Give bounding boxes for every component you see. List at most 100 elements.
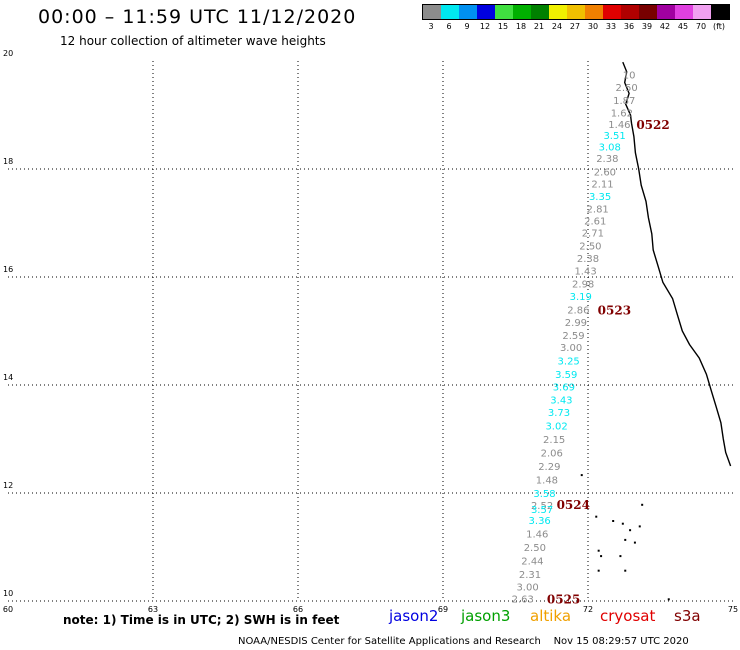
footer-credit: NOAA/NESDIS Center for Satellite Applica… xyxy=(238,636,689,647)
legend-label: 24 xyxy=(551,22,563,31)
legend-swatch xyxy=(531,5,549,19)
legend-label: 45 xyxy=(677,22,689,31)
legend-swatch xyxy=(513,5,531,19)
legend-label: 6 xyxy=(446,22,452,31)
wave-height-value: 3.25 xyxy=(558,357,580,368)
wave-height-value: 1.62 xyxy=(611,108,633,119)
x-tick-label: 60 xyxy=(3,605,13,614)
legend-labels: 3 6 9 12 15 18 21 24 27 30 33 36 39 42 45 70 (ft) xyxy=(422,22,730,31)
legend-label: 39 xyxy=(641,22,653,31)
y-tick-label: 20 xyxy=(3,49,13,58)
wave-height-value: 2.81 xyxy=(587,204,609,215)
wave-height-value: 2.15 xyxy=(543,435,565,446)
wave-height-value: 2.86 xyxy=(567,305,589,316)
wave-height-value: 10 xyxy=(623,71,636,82)
wave-height-value: 2.59 xyxy=(562,331,584,342)
wave-height-value: 1.48 xyxy=(536,476,558,487)
legend-swatch xyxy=(423,5,441,19)
wave-height-value: 2.29 xyxy=(538,462,560,473)
satellite-s3a: s3a xyxy=(674,607,701,625)
wave-height-value: 2.31 xyxy=(519,570,541,581)
wave-height-value: 1.46 xyxy=(608,120,630,131)
legend-label: 70 xyxy=(695,22,707,31)
legend-swatch xyxy=(657,5,675,19)
pass-time-label: 0522 xyxy=(636,118,669,132)
wave-height-value: 3.73 xyxy=(548,408,570,419)
legend-swatch xyxy=(693,5,711,19)
map-title: 00:00 – 11:59 UTC 11/12/2020 xyxy=(38,6,357,28)
wave-height-value: 3.02 xyxy=(545,422,567,433)
legend-label: 42 xyxy=(659,22,671,31)
satellite-jason3: jason3 xyxy=(461,607,511,625)
legend-swatch xyxy=(459,5,477,19)
legend-label: 36 xyxy=(623,22,635,31)
wave-height-value: 2.50 xyxy=(524,543,546,554)
wave-height-value: 1.46 xyxy=(526,530,548,541)
legend-label: 12 xyxy=(479,22,491,31)
island-mark xyxy=(621,522,624,525)
legend-swatch xyxy=(675,5,693,19)
wave-height-points: 102.501.871.621.463.513.082.382.602.113.… xyxy=(512,71,638,606)
color-legend: 3 6 9 12 15 18 21 24 27 30 33 36 39 42 45 70 (ft) xyxy=(422,4,730,31)
island-mark xyxy=(595,515,598,518)
island-mark xyxy=(597,549,600,552)
footer-timestamp: Nov 15 08:29:57 UTC 2020 xyxy=(553,636,689,647)
wave-height-value: 2.50 xyxy=(616,83,638,94)
island-mark xyxy=(633,541,636,544)
y-tick-label: 12 xyxy=(3,481,13,490)
island-mark xyxy=(641,503,644,506)
wave-height-value: 2.63 xyxy=(512,594,534,605)
island-mark xyxy=(624,538,627,541)
island-mark xyxy=(638,525,641,528)
wave-height-value: 2.38 xyxy=(577,254,599,265)
legend-swatch xyxy=(639,5,657,19)
x-tick-label: 69 xyxy=(438,605,448,614)
island-mark xyxy=(619,555,622,558)
legend-swatch xyxy=(549,5,567,19)
wave-height-value: 2.52 xyxy=(531,501,553,512)
legend-swatch xyxy=(621,5,639,19)
legend-swatch xyxy=(441,5,459,19)
pass-time-label: 0525 xyxy=(547,592,580,606)
satellite-altika: altika xyxy=(530,607,572,625)
wave-height-value: 2.99 xyxy=(565,318,587,329)
wave-height-value: 2.71 xyxy=(582,229,604,240)
legend-label: 27 xyxy=(569,22,581,31)
wave-height-value: 3.35 xyxy=(589,192,611,203)
wave-height-value: 2.38 xyxy=(596,154,618,165)
pass-labels: 0522 0523 0524 0525 xyxy=(547,118,670,606)
pass-time-label: 0524 xyxy=(557,498,590,512)
y-tick-label: 16 xyxy=(3,265,13,274)
island-mark xyxy=(600,555,603,558)
wave-height-value: 3.43 xyxy=(550,396,572,407)
wave-height-value: 2.50 xyxy=(579,242,601,253)
wave-height-value: 2.60 xyxy=(594,168,616,179)
x-tick-label: 63 xyxy=(148,605,158,614)
y-tick-label: 14 xyxy=(3,373,13,382)
wave-height-value: 2.06 xyxy=(541,449,563,460)
legend-label: 18 xyxy=(515,22,527,31)
x-tick-label: 66 xyxy=(293,605,303,614)
satellite-jason2: jason2 xyxy=(389,607,439,625)
coastline xyxy=(580,61,732,601)
axis-ticks: 60 63 66 69 72 75 10 12 14 16 18 20 xyxy=(3,49,738,614)
legend-label: 9 xyxy=(464,22,470,31)
wave-height-value: 3.51 xyxy=(603,131,625,142)
legend-swatches xyxy=(422,4,730,20)
legend-swatch xyxy=(711,5,729,19)
legend-label: 33 xyxy=(605,22,617,31)
map-subtitle: 12 hour collection of altimeter wave hei… xyxy=(60,34,326,48)
legend-swatch xyxy=(567,5,585,19)
satellite-cryosat: cryosat xyxy=(600,607,656,625)
wave-height-value: 3.59 xyxy=(555,370,577,381)
island-mark xyxy=(580,474,583,477)
wave-height-value: 3.36 xyxy=(529,516,551,527)
island-mark xyxy=(629,529,632,532)
wave-height-value: 3.58 xyxy=(533,489,555,500)
legend-swatch xyxy=(585,5,603,19)
wave-height-value: 2.98 xyxy=(572,279,594,290)
legend-label: 3 xyxy=(428,22,434,31)
note-text: note: 1) Time is in UTC; 2) SWH is in fe… xyxy=(63,613,340,627)
island-mark xyxy=(667,598,670,601)
